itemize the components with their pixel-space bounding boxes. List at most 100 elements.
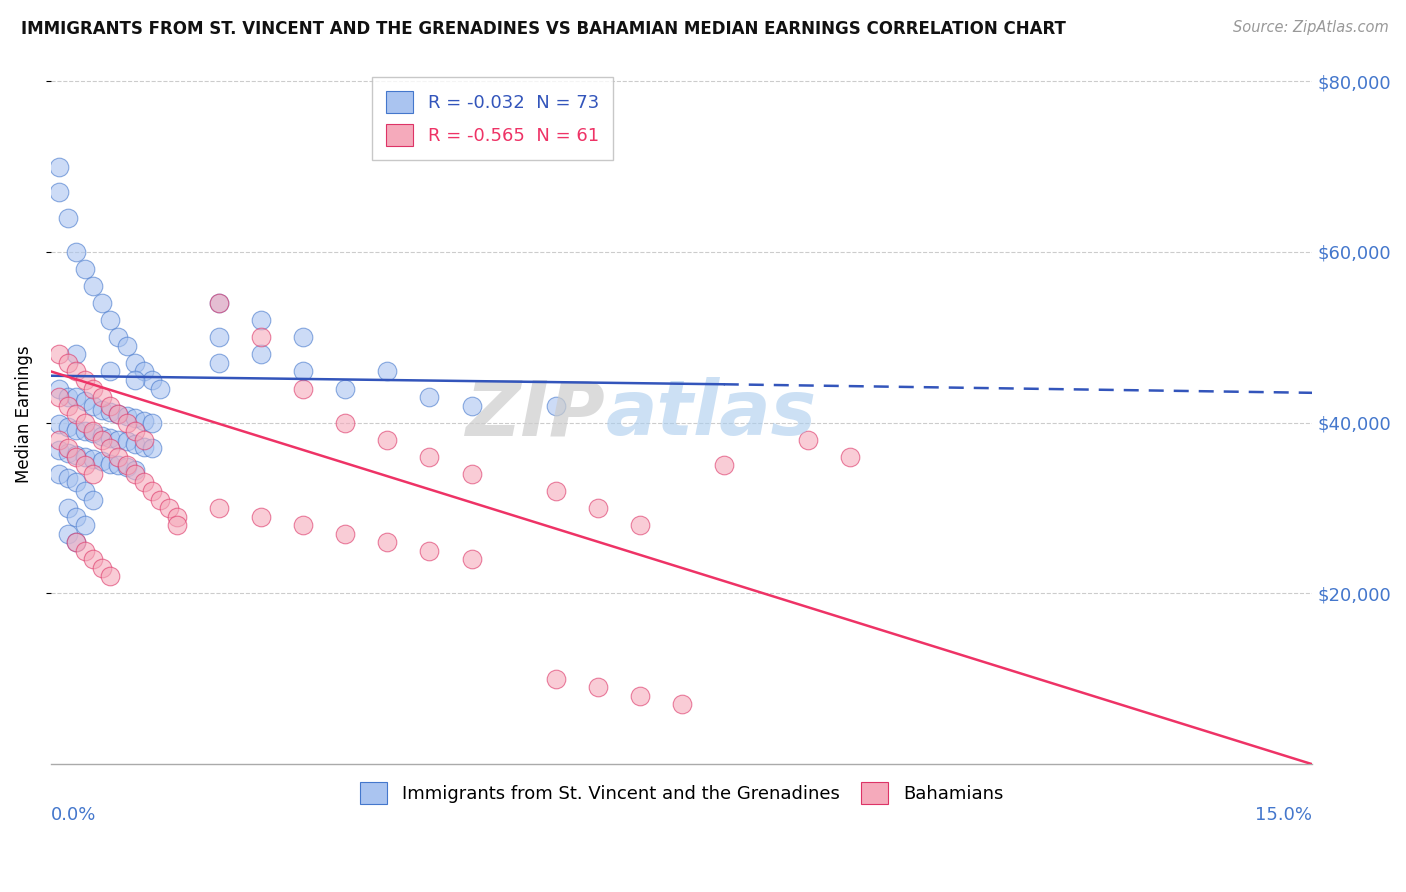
Point bbox=[586, 681, 609, 695]
Point bbox=[124, 411, 146, 425]
Point bbox=[292, 518, 315, 533]
Point bbox=[73, 543, 96, 558]
Point bbox=[98, 364, 121, 378]
Point bbox=[124, 356, 146, 370]
Point bbox=[460, 467, 482, 481]
Point bbox=[208, 296, 231, 310]
Point bbox=[418, 543, 440, 558]
Point bbox=[132, 364, 155, 378]
Point bbox=[250, 313, 273, 327]
Point bbox=[124, 373, 146, 387]
Point bbox=[377, 364, 399, 378]
Point bbox=[628, 518, 651, 533]
Point bbox=[107, 458, 129, 473]
Point bbox=[124, 467, 146, 481]
Point bbox=[65, 535, 87, 549]
Point bbox=[56, 356, 79, 370]
Point bbox=[48, 160, 70, 174]
Point bbox=[56, 420, 79, 434]
Point bbox=[56, 211, 79, 225]
Text: Source: ZipAtlas.com: Source: ZipAtlas.com bbox=[1233, 20, 1389, 35]
Point bbox=[157, 501, 180, 516]
Point bbox=[124, 463, 146, 477]
Point bbox=[141, 442, 163, 456]
Point bbox=[544, 483, 567, 498]
Point bbox=[48, 443, 70, 458]
Text: 0.0%: 0.0% bbox=[51, 806, 97, 824]
Point bbox=[132, 475, 155, 490]
Point bbox=[56, 526, 79, 541]
Point bbox=[73, 483, 96, 498]
Point bbox=[48, 185, 70, 199]
Point bbox=[98, 457, 121, 471]
Y-axis label: Median Earnings: Median Earnings bbox=[15, 345, 32, 483]
Point bbox=[90, 428, 112, 442]
Point bbox=[141, 483, 163, 498]
Point bbox=[82, 382, 104, 396]
Point bbox=[73, 394, 96, 409]
Point bbox=[98, 399, 121, 413]
Point bbox=[56, 442, 79, 456]
Point bbox=[107, 330, 129, 344]
Point bbox=[250, 347, 273, 361]
Point bbox=[73, 450, 96, 464]
Point bbox=[132, 440, 155, 454]
Point bbox=[544, 672, 567, 686]
Point bbox=[460, 399, 482, 413]
Point bbox=[73, 373, 96, 387]
Point bbox=[107, 407, 129, 421]
Point bbox=[82, 451, 104, 466]
Point bbox=[90, 390, 112, 404]
Point bbox=[65, 390, 87, 404]
Point bbox=[141, 373, 163, 387]
Point bbox=[166, 518, 188, 533]
Point bbox=[98, 569, 121, 583]
Point bbox=[65, 448, 87, 462]
Point bbox=[82, 492, 104, 507]
Point bbox=[335, 382, 357, 396]
Point bbox=[90, 454, 112, 468]
Point bbox=[48, 390, 70, 404]
Point bbox=[418, 450, 440, 464]
Point bbox=[115, 339, 138, 353]
Point bbox=[65, 347, 87, 361]
Point bbox=[124, 424, 146, 438]
Point bbox=[65, 407, 87, 421]
Point bbox=[115, 434, 138, 449]
Point bbox=[48, 382, 70, 396]
Point bbox=[65, 364, 87, 378]
Point bbox=[208, 356, 231, 370]
Point bbox=[418, 390, 440, 404]
Point bbox=[107, 450, 129, 464]
Point bbox=[73, 458, 96, 473]
Point bbox=[56, 471, 79, 485]
Point bbox=[292, 382, 315, 396]
Point bbox=[90, 296, 112, 310]
Point bbox=[149, 382, 172, 396]
Point bbox=[65, 475, 87, 490]
Point bbox=[73, 518, 96, 533]
Point bbox=[250, 509, 273, 524]
Point bbox=[56, 501, 79, 516]
Point bbox=[65, 423, 87, 437]
Point bbox=[115, 409, 138, 423]
Point bbox=[132, 414, 155, 428]
Point bbox=[544, 399, 567, 413]
Point bbox=[115, 460, 138, 475]
Point bbox=[82, 279, 104, 293]
Point bbox=[797, 433, 820, 447]
Point bbox=[73, 424, 96, 438]
Point bbox=[90, 403, 112, 417]
Point bbox=[48, 417, 70, 432]
Point bbox=[586, 501, 609, 516]
Point bbox=[115, 458, 138, 473]
Point bbox=[141, 416, 163, 430]
Point bbox=[335, 526, 357, 541]
Point bbox=[208, 501, 231, 516]
Point bbox=[149, 492, 172, 507]
Point bbox=[250, 330, 273, 344]
Point bbox=[124, 437, 146, 451]
Text: atlas: atlas bbox=[606, 377, 817, 451]
Point bbox=[48, 467, 70, 481]
Point bbox=[166, 509, 188, 524]
